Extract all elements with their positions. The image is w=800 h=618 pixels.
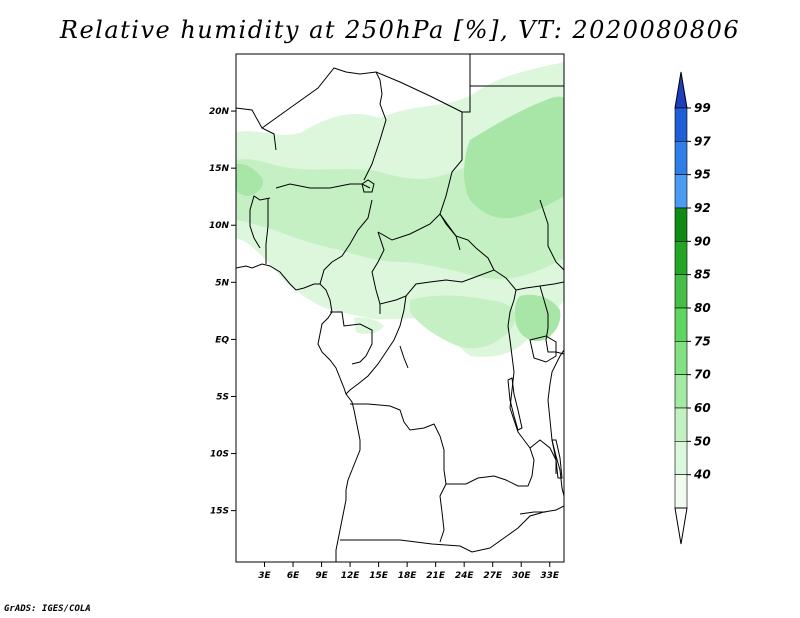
border-libya-chad [375, 71, 463, 113]
coastline-west-africa [236, 263, 361, 562]
colorbar-label: 90 [694, 234, 711, 248]
coastline-east-africa [547, 349, 564, 497]
humidity-area-east-core [464, 96, 564, 219]
lat-tick-label: 5N [215, 278, 229, 288]
lon-tick-label: 6E [287, 571, 300, 581]
border-burkina-ghana [249, 195, 271, 249]
lon-tick-label: 33E [540, 571, 560, 581]
colorbar-segment [674, 241, 688, 275]
colorbar-label: 80 [694, 301, 711, 315]
border-togo-benin [265, 198, 269, 264]
latitude-axis: 20N 15N 10N 5N EQ 5S 10S 15S [209, 107, 236, 517]
colorbar-segment [674, 274, 688, 309]
humidity-area-central-band [270, 198, 400, 234]
humidity-shading [236, 62, 564, 357]
colorbar-segment [674, 107, 688, 142]
river-congo-coast [399, 345, 409, 369]
colorbar-label: 60 [694, 401, 711, 415]
humidity-area-west-coast [236, 163, 264, 196]
border-congo-gabon [330, 311, 373, 365]
lat-tick-label: 5S [216, 392, 229, 402]
lat-tick-label: 10S [210, 450, 229, 460]
colorbar-segment [674, 307, 688, 342]
country-borders [236, 54, 564, 562]
colorbar-upper-arrow [674, 71, 688, 109]
border-zambia-tanzania [529, 439, 557, 474]
colorbar-label: 40 [693, 468, 711, 482]
border-ethiopia [539, 199, 564, 271]
lat-tick-label: EQ [215, 335, 229, 345]
colorbar-label: 50 [694, 434, 711, 448]
lon-tick-label: 21E [426, 571, 446, 581]
map-title: Relative humidity at 250hPa [%], VT: 202… [59, 16, 741, 44]
colorbar-segment [674, 141, 688, 175]
colorbar-segment [674, 474, 688, 509]
colorbar-label: 85 [694, 268, 711, 282]
lake-victoria [529, 335, 557, 363]
humidity-area-great-lakes [514, 294, 561, 342]
humidity-area-gulf-patch [354, 317, 384, 334]
border-nigeria-cameroon [319, 199, 373, 285]
lon-tick-label: 30E [512, 571, 532, 581]
colorbar-segment [674, 441, 688, 475]
border-car-drc [379, 269, 517, 305]
lon-tick-label: 9E [315, 571, 328, 581]
colorbar-segment [674, 374, 688, 409]
lon-tick-label: 18E [398, 571, 418, 581]
lake-tanganyika [507, 377, 523, 431]
colorbar-segment [674, 207, 688, 242]
colorbar-segment [674, 407, 688, 442]
colorbar-label: 75 [694, 334, 711, 348]
colorbar-legend: 99 97 95 92 90 85 80 75 70 60 50 40 [674, 71, 711, 545]
colorbar-label: 95 [694, 168, 711, 182]
border-libya-egypt [462, 54, 471, 113]
lat-tick-label: 10N [209, 221, 230, 231]
lon-tick-label: 27E [483, 571, 503, 581]
border-drc-east [446, 289, 535, 487]
humidity-area-congo-north [410, 295, 516, 349]
colorbar-segment [674, 341, 688, 375]
lake-kariba [519, 511, 546, 515]
lon-tick-label: 24E [455, 571, 475, 581]
border-algeria-niger [261, 67, 387, 181]
border-car-chad [377, 213, 495, 271]
lon-tick-label: 3E [258, 571, 271, 581]
lat-tick-label: 15N [209, 164, 230, 174]
border-zambia-zimbabwe [489, 505, 564, 549]
longitude-axis: 3E 6E 9E 12E 15E 18E 21E 24E 27E 30E 33E [258, 562, 560, 581]
colorbar-segment [674, 174, 688, 209]
lat-tick-label: 15S [210, 507, 229, 517]
border-angola-zambia [439, 483, 447, 543]
border-angola-namibia [340, 539, 491, 553]
colorbar-label: 92 [694, 201, 711, 215]
border-drc-congo [345, 295, 407, 395]
lat-tick-label: 20N [209, 107, 230, 117]
colorbar-label: 99 [694, 101, 711, 115]
colorbar-label: 97 [694, 134, 711, 148]
map-frame [235, 53, 565, 563]
border-uganda-kenya [539, 285, 564, 355]
lon-tick-label: 12E [341, 571, 361, 581]
lake-malawi [551, 439, 563, 479]
border-drc-angola [350, 403, 447, 485]
border-mali-algeria [236, 107, 277, 151]
colorbar-lower-arrow [674, 507, 688, 545]
lon-tick-label: 15E [369, 571, 389, 581]
colorbar-label: 70 [694, 368, 711, 382]
lake-chad [361, 179, 375, 193]
grads-credit: GrADS: IGES/COLA [4, 604, 91, 614]
